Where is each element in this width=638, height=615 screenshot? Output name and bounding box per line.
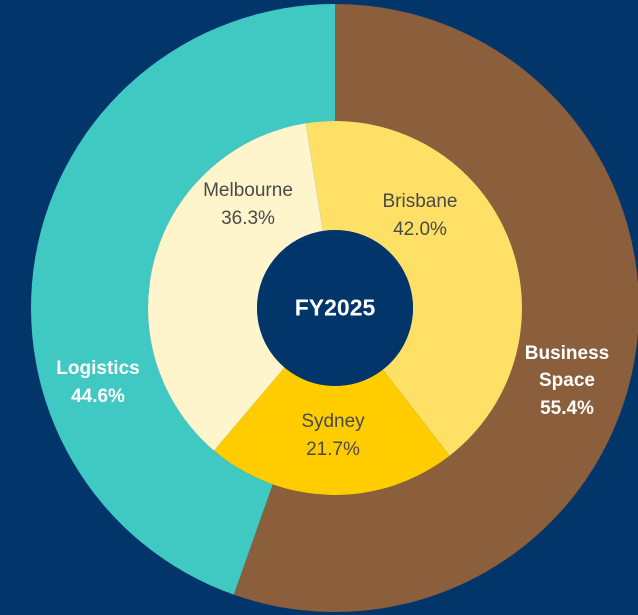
slice-name: Logistics xyxy=(56,358,140,379)
slice-name: Sydney xyxy=(301,411,365,432)
slice-name: Business Space xyxy=(524,343,610,391)
center-label: FY2025 xyxy=(294,294,376,321)
center-hole xyxy=(257,230,413,386)
slice-value: 21.7% xyxy=(306,439,360,460)
donut-slice xyxy=(214,367,450,495)
slice-value: 42.0% xyxy=(393,219,447,240)
slice-name: Melbourne xyxy=(203,180,293,201)
donut-slice xyxy=(233,4,638,612)
slice-name: Brisbane xyxy=(382,191,458,212)
donut-slice xyxy=(305,120,523,456)
slice-value: 44.6% xyxy=(71,386,125,407)
slice-value: 36.3% xyxy=(221,208,275,229)
slice-value: 55.4% xyxy=(540,398,594,419)
donut-slice xyxy=(148,123,323,451)
donut-slice xyxy=(30,4,336,595)
